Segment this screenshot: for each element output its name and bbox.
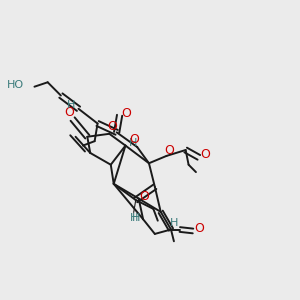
- Text: O: O: [139, 190, 149, 203]
- Text: H: H: [130, 213, 138, 223]
- Text: HO: HO: [7, 80, 24, 90]
- Text: H: H: [129, 138, 137, 148]
- Text: O: O: [129, 133, 139, 146]
- Text: H: H: [67, 100, 75, 110]
- Text: O: O: [165, 144, 174, 157]
- Text: O: O: [200, 148, 210, 161]
- Text: H: H: [170, 218, 179, 228]
- Text: O: O: [121, 107, 131, 120]
- Text: O: O: [65, 106, 75, 119]
- Text: O: O: [107, 120, 117, 133]
- Text: H: H: [132, 213, 140, 223]
- Text: O: O: [194, 222, 204, 235]
